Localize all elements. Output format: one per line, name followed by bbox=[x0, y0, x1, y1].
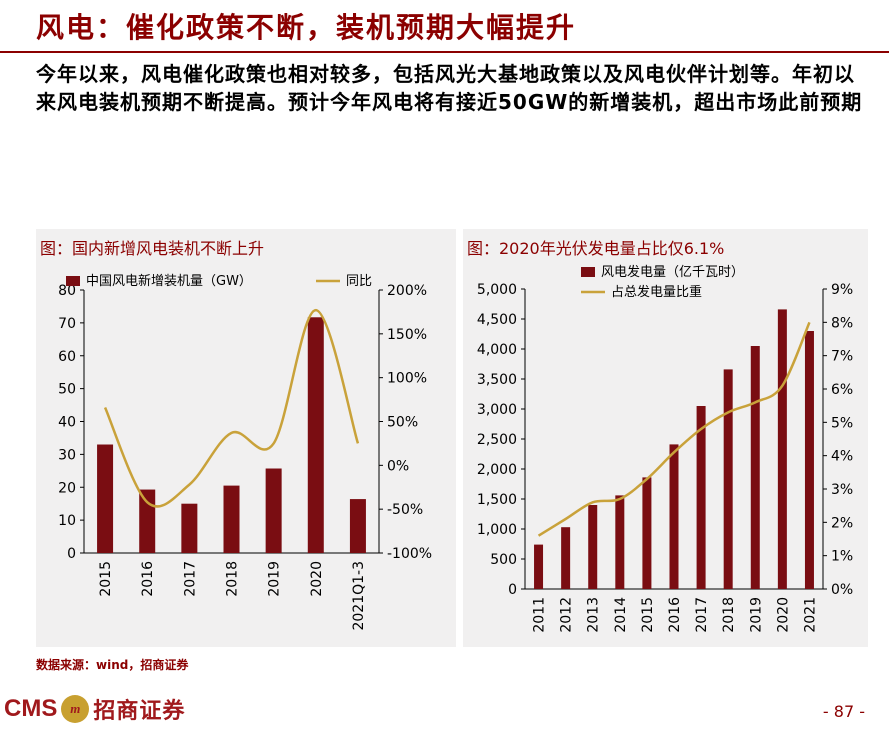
chart-title: 图：国内新增风电装机不断上升 bbox=[40, 239, 265, 258]
x-tick-label: 2017 bbox=[694, 597, 710, 633]
x-tick-label: 2015 bbox=[98, 561, 114, 597]
x-tick-label: 2013 bbox=[586, 597, 602, 633]
y-right-tick-label: 9% bbox=[831, 282, 853, 298]
legend-line-label: 占总发电量比重 bbox=[611, 284, 702, 300]
y-left-tick-label: 2,000 bbox=[477, 462, 517, 478]
x-tick-label: 2016 bbox=[140, 561, 156, 597]
y-left-tick-label: 1,000 bbox=[477, 522, 517, 538]
y-left-tick-label: 0 bbox=[67, 546, 76, 562]
y-right-tick-label: 1% bbox=[831, 549, 853, 565]
legend-bar-label: 中国风电新增装机量（GW） bbox=[86, 273, 252, 289]
y-right-tick-label: 3% bbox=[831, 482, 853, 498]
x-tick-label: 2018 bbox=[721, 597, 737, 633]
y-left-tick-label: 2,500 bbox=[477, 432, 517, 448]
chart-panel-wind-installations: 图：国内新增风电装机不断上升 0 10 20 30 40 50 60 70 80 -100% -50… bbox=[36, 229, 456, 647]
bar-2020 bbox=[307, 317, 324, 553]
bar-2013 bbox=[588, 505, 598, 589]
chart-panel-wind-generation: 图：2020年光伏发电量占比仅6.1% 0 500 1,000 1,500 2,000 2… bbox=[463, 229, 868, 647]
bar-2018 bbox=[723, 369, 733, 589]
y-right-tick-label: 2% bbox=[831, 515, 853, 531]
summary-text: 今年以来，风电催化政策也相对较多，包括风光大基地政策以及风电伙伴计划等。年初以来… bbox=[36, 62, 863, 114]
y-left-tick-label: 3,500 bbox=[477, 372, 517, 388]
y-right-tick-label: 8% bbox=[831, 315, 853, 331]
x-tick-label: 2016 bbox=[667, 597, 683, 633]
page-number: - 87 - bbox=[822, 702, 865, 721]
bar-2015 bbox=[97, 444, 114, 553]
x-tick-label: 2017 bbox=[182, 561, 198, 597]
legend-line-label: 同比 bbox=[346, 274, 372, 289]
y-right-tick-label: 100% bbox=[387, 371, 427, 387]
bar-2014 bbox=[615, 495, 625, 589]
chart-wind-installations: 0 10 20 30 40 50 60 70 80 -100% -50% 0% 50% 100% 150% 2… bbox=[58, 273, 432, 631]
y-left-tick-label: 0 bbox=[508, 582, 517, 598]
y-left-tick-label: 60 bbox=[58, 349, 76, 365]
y-right-tick-label: 200% bbox=[387, 283, 427, 299]
bar-2020 bbox=[777, 309, 787, 589]
legend-bar-label: 风电发电量（亿千瓦时） bbox=[601, 264, 744, 280]
y-right-tick-label: -50% bbox=[387, 502, 423, 518]
y-left-tick-label: 80 bbox=[58, 283, 76, 299]
y-left-tick-label: 1,500 bbox=[477, 492, 517, 508]
y-left-tick-label: 4,500 bbox=[477, 312, 517, 328]
y-right-tick-label: -100% bbox=[387, 546, 432, 562]
chart-title: 图：2020年光伏发电量占比仅6.1% bbox=[467, 239, 725, 258]
y-left-tick-label: 40 bbox=[58, 415, 76, 431]
logo-icon: m bbox=[61, 695, 90, 723]
y-left-tick-label: 500 bbox=[490, 552, 517, 568]
x-tick-label: 2014 bbox=[613, 597, 629, 633]
y-left-tick-label: 30 bbox=[58, 447, 76, 463]
bar-2016 bbox=[139, 489, 156, 553]
x-tick-label: 2015 bbox=[640, 597, 656, 633]
x-tick-label: 2019 bbox=[748, 597, 764, 633]
bar-2011 bbox=[534, 544, 544, 589]
x-tick-label: 2020 bbox=[309, 561, 325, 597]
y-left-tick-label: 70 bbox=[58, 316, 76, 332]
y-left-tick-label: 3,000 bbox=[477, 402, 517, 418]
y-right-tick-label: 150% bbox=[387, 327, 427, 343]
bar-2015 bbox=[642, 477, 652, 589]
y-left-tick-label: 50 bbox=[58, 382, 76, 398]
y-left-tick-label: 5,000 bbox=[477, 282, 517, 298]
y-left-tick-label: 10 bbox=[58, 513, 76, 529]
x-tick-label: 2019 bbox=[267, 561, 283, 597]
bar-2016 bbox=[669, 444, 679, 589]
logo-chinese: 招商证券 bbox=[93, 699, 186, 724]
y-right-tick-label: 0% bbox=[831, 582, 853, 598]
x-tick-label: 2011 bbox=[532, 597, 548, 633]
y-left-tick-label: 4,000 bbox=[477, 342, 517, 358]
x-tick-label: 2021 bbox=[802, 597, 818, 633]
y-right-tick-label: 50% bbox=[387, 415, 418, 431]
x-tick-label: 2012 bbox=[559, 597, 575, 633]
logo-latin: CMS bbox=[4, 695, 58, 722]
bar-2012 bbox=[561, 527, 571, 589]
legend-bar-swatch bbox=[66, 276, 80, 286]
y-right-tick-label: 7% bbox=[831, 349, 853, 365]
series-line-占总发电量比重 bbox=[537, 321, 811, 537]
x-tick-label: 2020 bbox=[775, 597, 791, 633]
chart-wind-generation: 0 500 1,000 1,500 2,000 2,500 3,000 3,500 4,000 4… bbox=[477, 264, 853, 633]
bar-2018 bbox=[223, 485, 240, 553]
bar-2017 bbox=[696, 406, 706, 589]
series-line-同比 bbox=[103, 308, 360, 508]
x-tick-label: 2021Q1-3 bbox=[351, 561, 367, 631]
x-tick-label: 2018 bbox=[225, 561, 241, 597]
page-title: 风电：催化政策不断，装机预期大幅提升 bbox=[36, 11, 577, 44]
y-right-tick-label: 6% bbox=[831, 382, 853, 398]
data-source: 数据来源：wind，招商证券 bbox=[36, 658, 189, 672]
bar-2019 bbox=[265, 468, 282, 553]
bar-2019 bbox=[750, 346, 760, 589]
bar-2021 bbox=[804, 331, 814, 589]
y-left-tick-label: 20 bbox=[58, 480, 76, 496]
title-divider bbox=[0, 51, 889, 53]
bar-2017 bbox=[181, 503, 198, 553]
legend-bar-swatch bbox=[581, 267, 595, 277]
y-right-tick-label: 4% bbox=[831, 449, 853, 465]
y-right-tick-label: 5% bbox=[831, 415, 853, 431]
y-right-tick-label: 0% bbox=[387, 458, 409, 474]
company-logo: CMS m 招商证券 bbox=[4, 693, 185, 725]
bar-2021Q1-3 bbox=[349, 499, 366, 553]
